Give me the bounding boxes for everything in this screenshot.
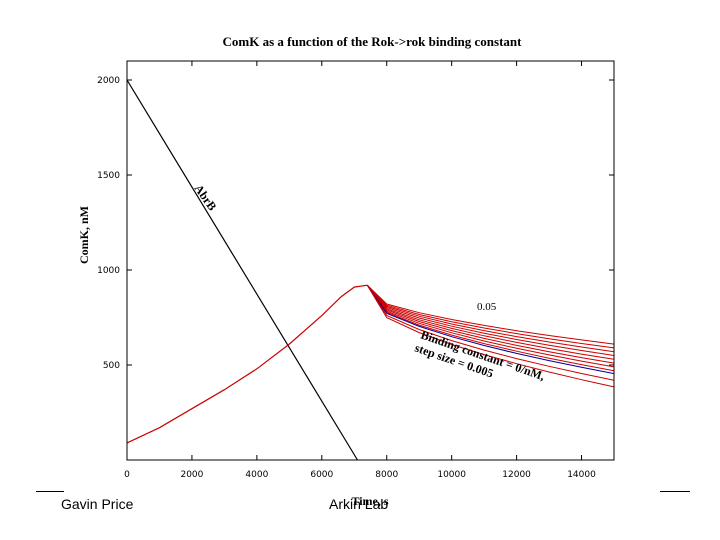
decay-curve-3 (366, 284, 615, 356)
y-tick-label: 2000 (97, 76, 120, 86)
decay-curve-10 (366, 284, 615, 388)
decay-curve-7 (366, 284, 615, 372)
x-tick-label: 6000 (310, 470, 333, 480)
series-line-comk-rise (126, 284, 368, 444)
x-tick-label: 0 (124, 470, 130, 480)
plot-area (126, 79, 615, 461)
decay-curve-5 (366, 284, 615, 364)
abrb-label: AbrB (192, 182, 220, 214)
footer-line-left (36, 491, 64, 492)
x-tick-label: 2000 (180, 470, 203, 480)
footer-left-text: Gavin Price (61, 496, 134, 512)
axes: 500 1000 1500 2000 0 2000 4000 6000 8000 10000 120… (97, 60, 615, 480)
decay-curve-2 (366, 284, 615, 353)
decay-curve-8 (366, 284, 615, 375)
footer-line-right (660, 491, 690, 492)
chart-title: ComK as a function of the Rok->rok bindi… (223, 34, 523, 49)
x-tick-label: 8000 (375, 470, 398, 480)
x-tick-label: 4000 (245, 470, 268, 480)
y-tick-label: 500 (103, 361, 120, 371)
decay-curve-6 (366, 284, 615, 368)
footer-right-text: Arkin Lab (329, 496, 389, 512)
decay-curve-1 (366, 284, 615, 349)
y-tick-label: 1500 (97, 171, 120, 181)
x-tick-label: 12000 (502, 470, 531, 480)
decay-curve-9 (366, 284, 615, 381)
decay-curve-4 (366, 284, 615, 360)
series-line-abrb (126, 79, 359, 461)
y-axis-label: ComK, nM (77, 206, 91, 264)
plot-frame (126, 60, 615, 461)
x-axis-label: Time, s (351, 494, 388, 508)
x-tick-label: 10000 (437, 470, 466, 480)
top-value-label: 0.05 (477, 301, 497, 313)
y-tick-label: 1000 (97, 266, 120, 276)
decay-curve-0 (366, 284, 615, 345)
x-tick-label: 14000 (567, 470, 596, 480)
